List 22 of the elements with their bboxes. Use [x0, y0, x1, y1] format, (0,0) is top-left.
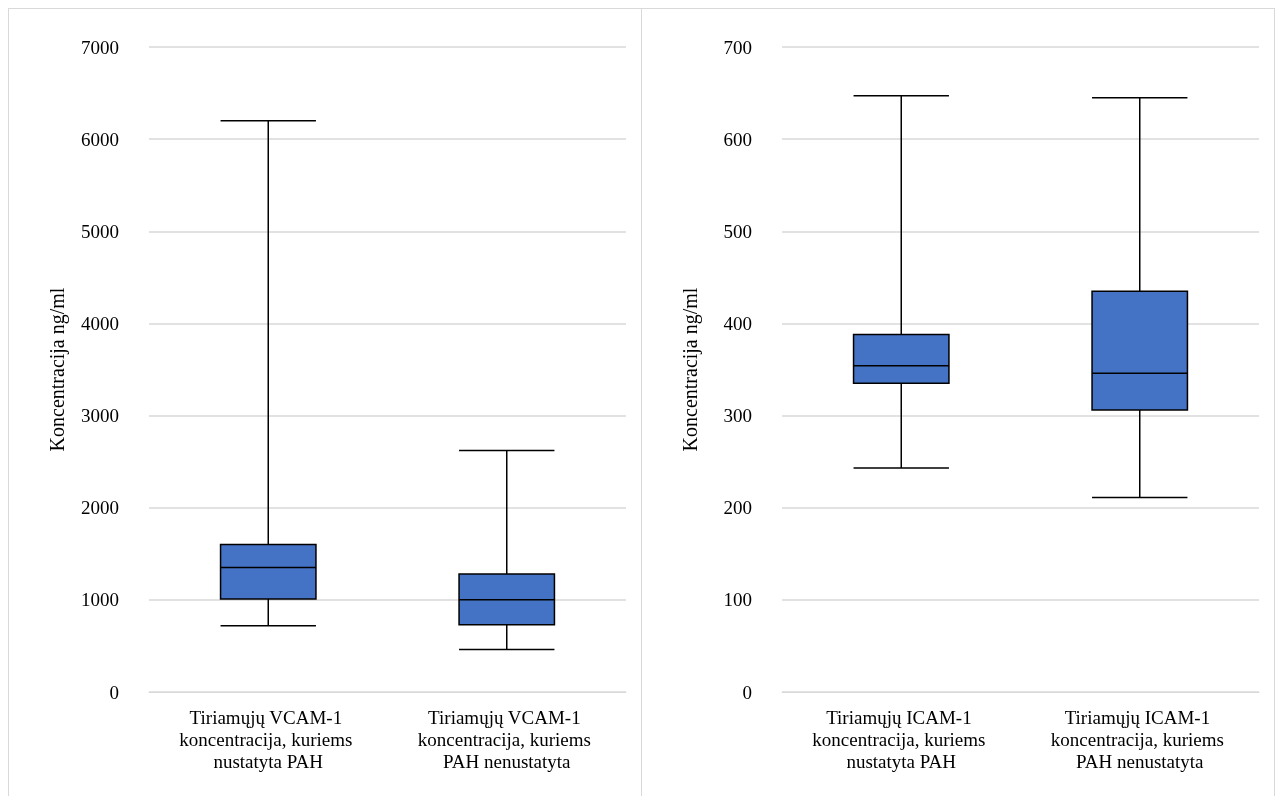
y-tick-label: 1000	[81, 589, 119, 611]
y-tick-label: 5000	[81, 220, 119, 242]
y-tick-label: 4000	[81, 312, 119, 334]
x-tick-label: Tiriamųjų VCAM-1 koncentracija, kuriems PAH nenustatyta	[417, 706, 596, 772]
x-tick-label: Tiriamųjų VCAM-1 koncentracija, kuriems nustatyta PAH	[179, 706, 358, 772]
y-tick-label: 0	[109, 681, 119, 703]
y-tick-label: 3000	[81, 405, 119, 427]
y-tick-label: 200	[723, 497, 752, 519]
y-tick-label: 500	[723, 220, 752, 242]
y-tick-label: 7000	[81, 36, 119, 58]
y-tick-label: 400	[723, 312, 752, 334]
y-tick-label: 2000	[81, 497, 119, 519]
y-tick-label: 300	[723, 405, 752, 427]
y-tick-label: 0	[742, 681, 752, 703]
y-tick-label: 600	[723, 128, 752, 150]
y-axis-title: Koncentracija ng/ml	[46, 287, 69, 452]
x-tick-label: Tiriamųjų ICAM-1 koncentracija, kuriems PAH nenustatyta	[1050, 706, 1229, 772]
y-tick-label: 6000	[81, 128, 119, 150]
y-tick-label: 100	[723, 589, 752, 611]
x-tick-label: Tiriamųjų ICAM-1 koncentracija, kuriems nustatyta PAH	[812, 706, 991, 772]
y-axis-title: Koncentracija ng/ml	[679, 287, 702, 452]
y-tick-label: 700	[723, 36, 752, 58]
